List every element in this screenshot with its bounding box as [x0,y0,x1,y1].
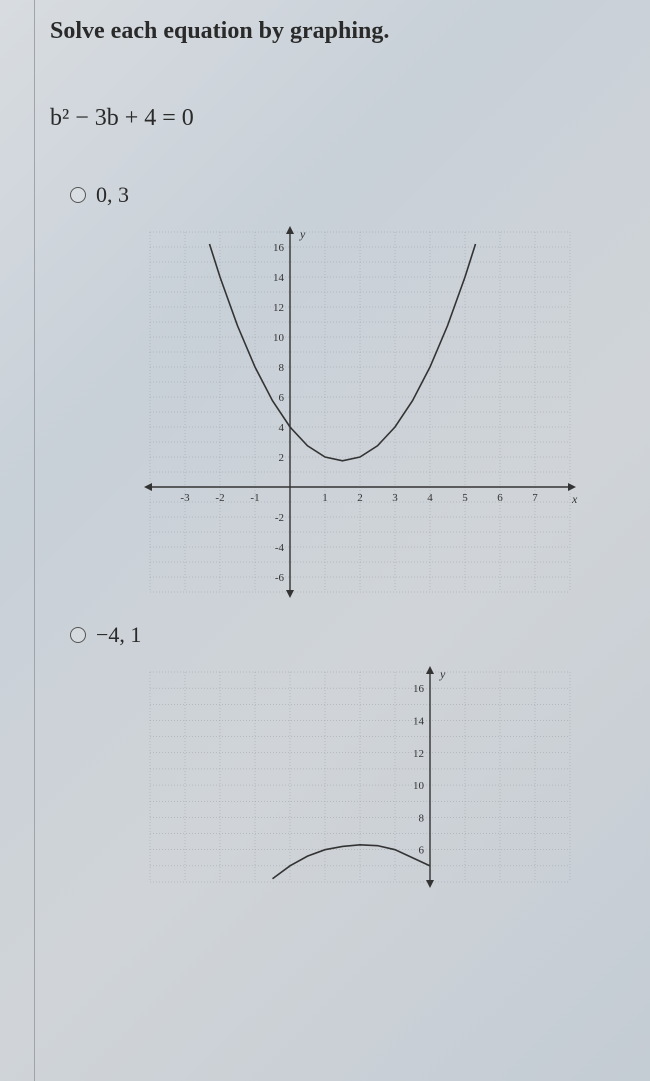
svg-text:-2: -2 [275,512,284,524]
svg-text:2: 2 [357,492,363,504]
svg-text:8: 8 [419,812,425,824]
svg-text:y: y [299,227,306,241]
svg-text:10: 10 [273,332,285,344]
svg-text:6: 6 [497,492,503,504]
svg-text:16: 16 [273,242,285,254]
svg-text:y: y [439,667,446,681]
svg-text:6: 6 [279,392,285,404]
option-1-label: 0, 3 [96,182,129,208]
equation-text: b² − 3b + 4 = 0 [40,105,630,132]
radio-icon[interactable] [70,187,86,203]
option-1[interactable]: 0, 3 -3-2-11234567x246810121416-2-4-6y [70,182,630,602]
svg-text:6: 6 [419,845,425,857]
svg-text:x: x [571,492,578,506]
svg-text:-1: -1 [250,492,259,504]
svg-text:16: 16 [413,683,425,695]
page-heading: Solve each equation by graphing. [40,18,630,45]
svg-text:-3: -3 [180,492,190,504]
svg-text:10: 10 [413,780,425,792]
option-2[interactable]: −4, 1 6 8 10 12 14 16 y [70,622,630,892]
radio-icon[interactable] [70,627,86,643]
svg-text:12: 12 [273,302,284,314]
svg-text:3: 3 [392,492,398,504]
svg-text:-4: -4 [275,542,285,554]
chart-2: 6 8 10 12 14 16 y [140,662,580,892]
svg-text:4: 4 [279,422,285,434]
chart-1: -3-2-11234567x246810121416-2-4-6y [140,222,580,602]
svg-text:14: 14 [413,715,425,727]
svg-text:4: 4 [427,492,433,504]
svg-text:7: 7 [532,492,538,504]
svg-text:14: 14 [273,272,285,284]
svg-text:5: 5 [462,492,468,504]
svg-text:8: 8 [279,362,285,374]
option-2-label: −4, 1 [96,622,141,648]
svg-text:-2: -2 [215,492,224,504]
svg-text:2: 2 [279,452,285,464]
svg-text:1: 1 [322,492,328,504]
svg-text:-6: -6 [275,572,285,584]
svg-text:12: 12 [413,748,424,760]
